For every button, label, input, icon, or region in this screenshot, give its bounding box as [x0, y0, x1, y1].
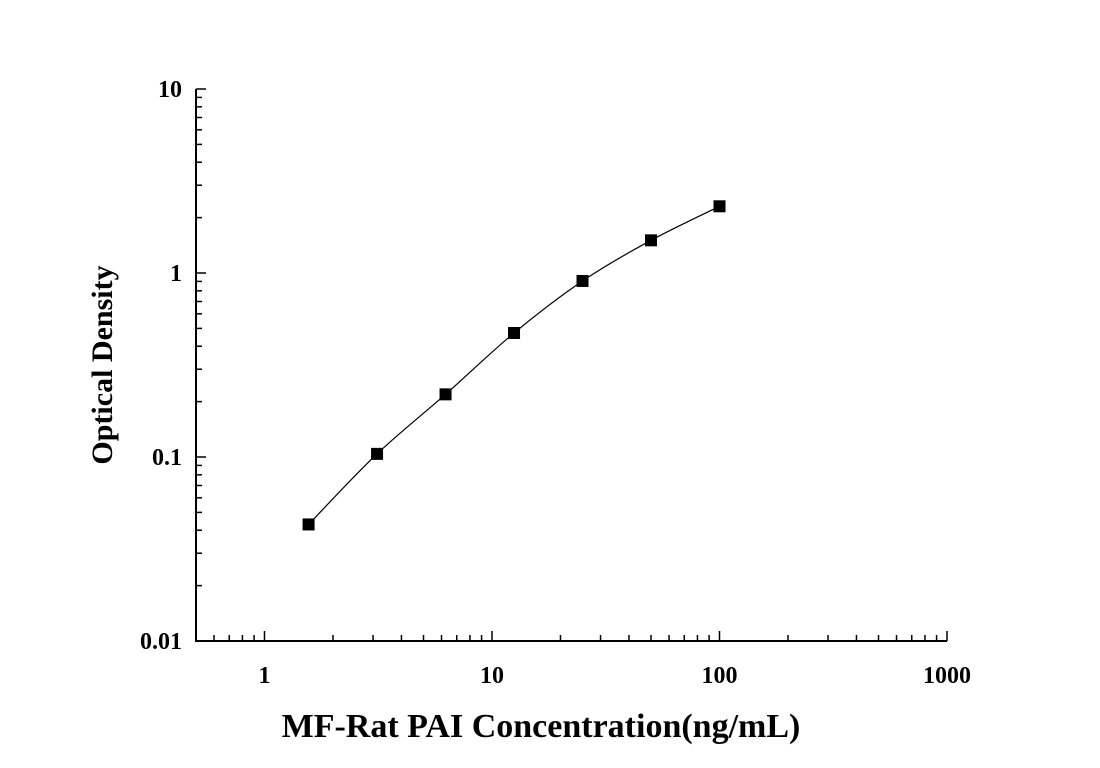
x-tick-label: 100 — [701, 663, 737, 689]
y-axis-title: Optical Density — [86, 265, 119, 464]
data-point — [302, 518, 315, 531]
fit-curve-layer — [308, 205, 720, 525]
y-tick-label: 1 — [170, 261, 182, 287]
y-tick-label: 0.1 — [152, 445, 182, 471]
x-tick-label: 1000 — [923, 663, 971, 689]
y-tick-label: 10 — [158, 77, 182, 103]
data-point — [439, 388, 452, 401]
axes — [195, 88, 948, 642]
x-tick-label: 10 — [480, 663, 504, 689]
x-tick-labels: 1 10 100 1000 — [258, 663, 971, 689]
data-point — [713, 200, 726, 213]
x-axis-title: MF-Rat PAI Concentration(ng/mL) — [282, 708, 801, 745]
data-point — [371, 447, 384, 460]
y-tick-label: 0.01 — [140, 629, 182, 655]
data-point — [508, 326, 521, 339]
fit-curve — [308, 205, 720, 525]
x-tick-label: 1 — [258, 663, 270, 689]
data-points-layer — [302, 200, 726, 531]
data-point — [645, 234, 658, 247]
data-point — [576, 274, 589, 287]
y-tick-labels: 0.01 0.1 1 10 — [140, 77, 182, 655]
